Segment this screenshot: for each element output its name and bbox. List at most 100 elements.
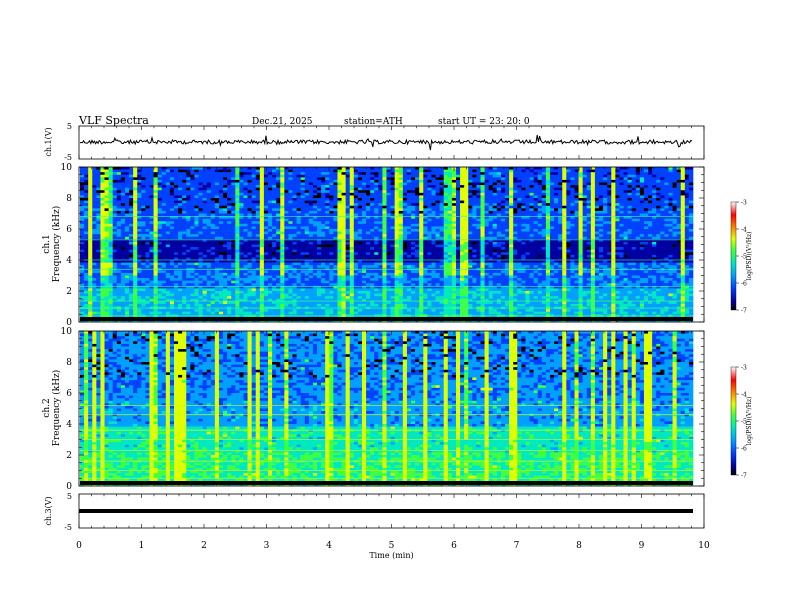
spectrogram-cell	[247, 234, 252, 238]
spectrogram-cell	[247, 167, 252, 170]
spectrogram-cell	[173, 179, 179, 183]
spectrogram-cell	[402, 221, 408, 225]
spectrogram-cell	[676, 236, 682, 240]
spectrogram-cell	[549, 244, 555, 248]
spectrogram-cell	[652, 208, 657, 212]
spectrogram-cell	[451, 229, 457, 232]
spectrogram-cell	[468, 172, 473, 176]
spectrogram-cell	[611, 172, 616, 176]
spectrogram-cell	[545, 205, 551, 209]
spectrogram-cell	[406, 216, 412, 219]
spectrogram-cell	[484, 179, 489, 183]
spectrogram-cell	[218, 223, 224, 227]
spectrogram-cell	[276, 195, 281, 199]
spectrogram-cell	[149, 231, 154, 235]
spectrogram-cell	[112, 216, 118, 219]
spectrogram-cell	[394, 249, 400, 253]
spectrogram-cell	[570, 223, 575, 227]
spectrogram-cell	[652, 239, 657, 243]
spectrogram-cell	[120, 187, 126, 191]
spectrogram-cell	[120, 226, 126, 230]
spectrogram-cell	[586, 223, 592, 227]
spectrogram-cell	[554, 223, 559, 227]
spectrogram-cell	[96, 187, 101, 191]
spectrogram-cell	[684, 241, 690, 245]
spectrogram-cell	[235, 177, 240, 181]
spectrogram-cell	[578, 192, 583, 196]
spectrogram-cell	[500, 203, 506, 207]
spectrogram-cell	[206, 192, 212, 196]
spectrogram-cell	[402, 185, 408, 188]
spectrogram-cell	[182, 218, 187, 222]
spectrogram-cell	[165, 187, 171, 191]
spectrogram-cell	[317, 241, 322, 245]
spectrogram-cell	[247, 203, 252, 207]
spectrogram-cell	[476, 192, 481, 196]
spectrogram-cell	[688, 192, 694, 196]
spectrogram-cell	[182, 247, 187, 250]
spectrogram-cell	[251, 218, 257, 222]
spectrogram-cell	[312, 247, 318, 250]
spectrogram-cell	[545, 177, 551, 181]
spectrogram-cell	[492, 190, 498, 194]
spectrogram-cell	[545, 223, 551, 227]
spectrogram-cell	[129, 236, 134, 240]
spectrogram-cell	[227, 192, 232, 196]
spectrogram-cell	[141, 190, 146, 194]
spectrogram-cell	[104, 216, 109, 219]
spectrogram-cell	[521, 229, 526, 232]
spectrogram-cell	[353, 177, 359, 181]
spectrogram-cell	[284, 229, 289, 232]
spectrogram-cell	[398, 182, 404, 186]
spectrogram-cell	[312, 203, 318, 207]
spectrogram-cell	[652, 236, 657, 240]
spectrogram-cell	[451, 205, 457, 209]
spectrogram-cell	[374, 221, 379, 225]
spectrogram-cell	[554, 216, 559, 219]
spectrogram-cell	[194, 213, 199, 217]
spectrogram-cell	[263, 247, 269, 250]
spectrogram-cell	[190, 249, 195, 253]
spectrogram-cell	[361, 203, 367, 207]
spectrogram-cell	[366, 249, 371, 253]
spectrogram-cell	[451, 192, 457, 196]
spectrogram-cell	[468, 177, 473, 181]
spectrogram-cell	[255, 249, 261, 253]
spectrogram-cell	[194, 169, 199, 173]
spectrogram-cell	[578, 234, 583, 238]
spectrogram-cell	[480, 223, 485, 227]
spectrogram-cell	[406, 234, 412, 238]
spectrogram-cell	[194, 203, 199, 207]
spectrogram-cell	[255, 221, 261, 225]
spectrogram-cell	[652, 229, 657, 232]
spectrogram-cell	[492, 179, 498, 183]
spectrogram-cell	[227, 185, 232, 188]
spectrogram-cell	[263, 182, 269, 186]
spectrogram-cell	[513, 236, 518, 240]
spectrogram-cell	[104, 167, 109, 170]
spectrogram-cell	[672, 223, 677, 227]
spectrogram-cell	[361, 187, 367, 191]
spectrogram-cell	[186, 185, 191, 188]
spectrogram-cell	[574, 190, 579, 194]
spectrogram-cell	[231, 172, 236, 176]
spectrogram-cell	[202, 226, 207, 230]
spectrogram-cell	[333, 174, 338, 178]
spectrogram-cell	[460, 198, 465, 201]
spectrogram-cell	[149, 241, 154, 245]
spectrogram-cell	[337, 247, 342, 250]
spectrogram-cell	[341, 182, 346, 186]
spectrogram-cell	[173, 172, 179, 176]
spectrogram-cell	[243, 244, 248, 248]
spectrogram-cell	[227, 182, 232, 186]
spectrogram-cell	[84, 223, 89, 227]
spectrogram-cell	[643, 223, 649, 227]
spectrogram-cell	[623, 205, 628, 209]
spectrogram-cell	[517, 247, 522, 250]
spectrogram-cell	[149, 213, 154, 217]
spectrogram-cell	[280, 177, 285, 181]
spectrogram-cell	[472, 190, 477, 194]
spectrogram-cell	[165, 200, 171, 204]
spectrogram-cell	[500, 174, 506, 178]
spectrogram-cell	[231, 241, 236, 245]
